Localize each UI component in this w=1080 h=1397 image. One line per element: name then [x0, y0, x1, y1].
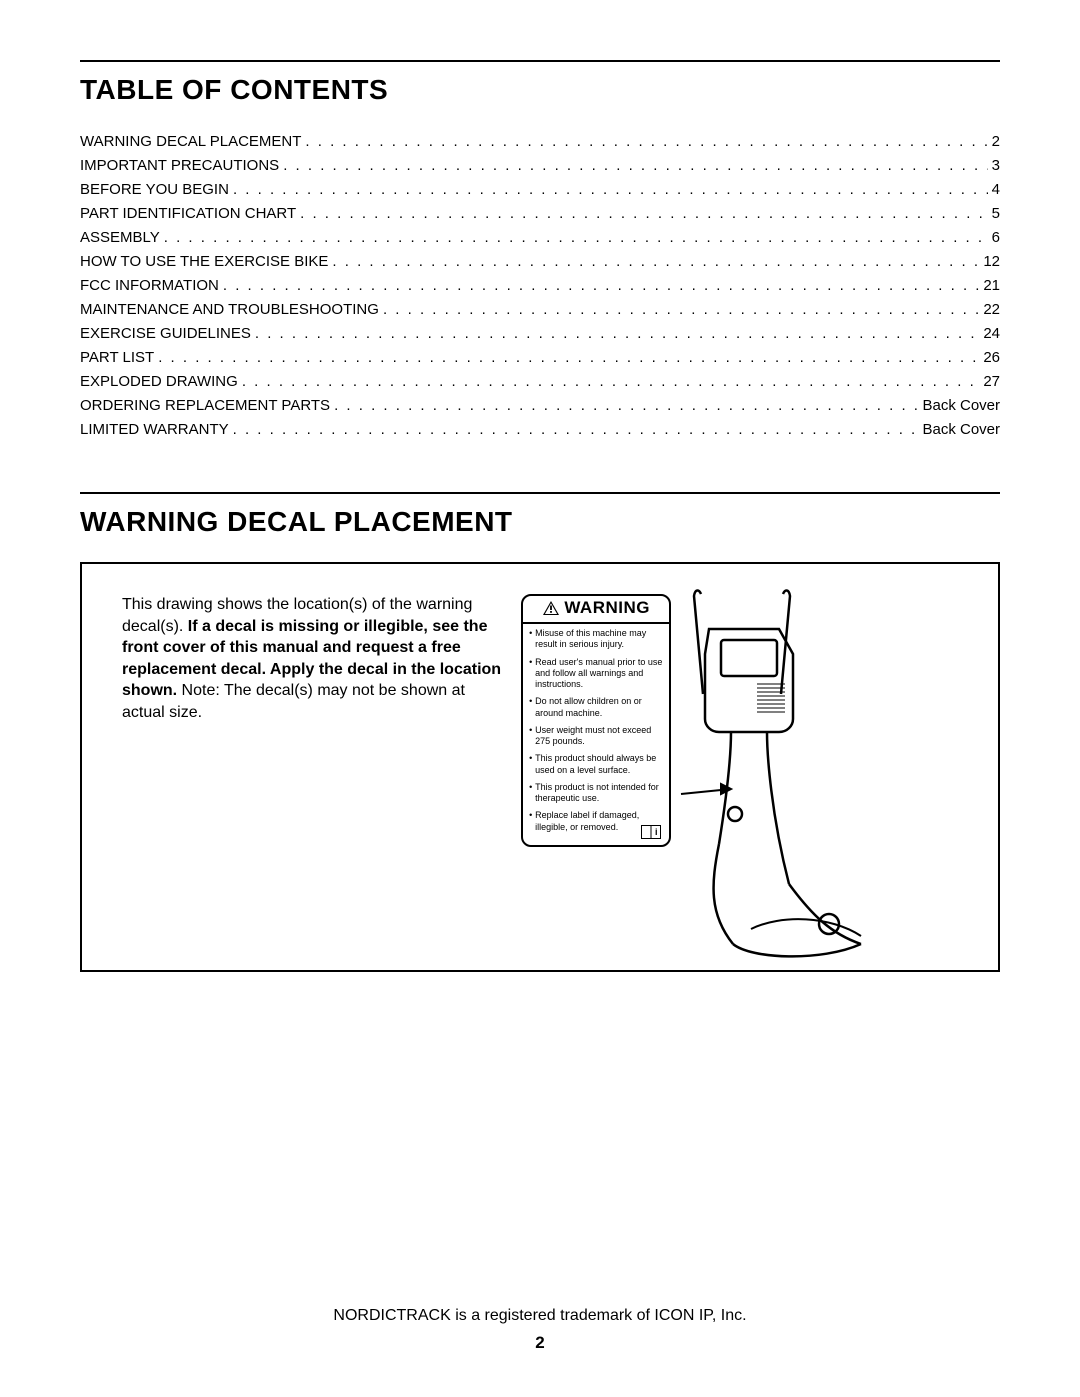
warning-title: WARNING DECAL PLACEMENT [80, 506, 1000, 538]
toc-dots [334, 394, 918, 418]
rule-toc-top [80, 60, 1000, 62]
svg-text:i: i [655, 827, 658, 837]
toc-page: 22 [983, 298, 1000, 322]
toc-row: FCC INFORMATION 21 [80, 274, 1000, 298]
toc-label: PART IDENTIFICATION CHART [80, 202, 296, 226]
exercise-bike-illustration [661, 584, 941, 964]
toc-label: HOW TO USE THE EXERCISE BIKE [80, 250, 328, 274]
footer-trademark: NORDICTRACK is a registered trademark of… [0, 1307, 1080, 1325]
toc-dots [164, 226, 988, 250]
toc-row: EXPLODED DRAWING 27 [80, 370, 1000, 394]
toc-dots [300, 202, 988, 226]
toc-dots [233, 418, 919, 442]
toc-dots [242, 370, 980, 394]
toc-label: WARNING DECAL PLACEMENT [80, 130, 301, 154]
toc-page: 26 [983, 346, 1000, 370]
decal-title: WARNING [564, 598, 650, 618]
decal-item: User weight must not exceed 275 pounds. [529, 725, 663, 748]
toc-label: EXPLODED DRAWING [80, 370, 238, 394]
warning-box: This drawing shows the location(s) of th… [80, 562, 1000, 972]
toc-row: ORDERING REPLACEMENT PARTS Back Cover [80, 394, 1000, 418]
toc-dots [223, 274, 979, 298]
toc-row: EXERCISE GUIDELINES 24 [80, 322, 1000, 346]
toc-row: WARNING DECAL PLACEMENT 2 [80, 130, 1000, 154]
toc-dots [255, 322, 979, 346]
toc-row: HOW TO USE THE EXERCISE BIKE 12 [80, 250, 1000, 274]
decal-item: Misuse of this machine may result in ser… [529, 628, 663, 651]
toc-dots [283, 154, 987, 178]
toc-dots [332, 250, 979, 274]
toc-row: BEFORE YOU BEGIN 4 [80, 178, 1000, 202]
rule-warning-top [80, 492, 1000, 494]
toc-label: PART LIST [80, 346, 154, 370]
decal-list: Misuse of this machine may result in ser… [529, 628, 663, 833]
warning-intro-text: This drawing shows the location(s) of th… [122, 594, 511, 940]
toc-dots [305, 130, 987, 154]
toc-row: MAINTENANCE AND TROUBLESHOOTING 22 [80, 298, 1000, 322]
book-icon: i [641, 825, 661, 839]
toc-title: TABLE OF CONTENTS [80, 74, 1000, 106]
toc-label: ORDERING REPLACEMENT PARTS [80, 394, 330, 418]
decal-item: Read user's manual prior to use and foll… [529, 657, 663, 691]
toc-row: ASSEMBLY 6 [80, 226, 1000, 250]
toc-label: BEFORE YOU BEGIN [80, 178, 229, 202]
decal-header: WARNING [523, 596, 669, 624]
toc-page: 6 [992, 226, 1000, 250]
toc-row: PART LIST 26 [80, 346, 1000, 370]
toc-page: Back Cover [922, 418, 1000, 442]
toc-list: WARNING DECAL PLACEMENT 2 IMPORTANT PREC… [80, 130, 1000, 442]
toc-page: 5 [992, 202, 1000, 226]
toc-page: 12 [983, 250, 1000, 274]
toc-page: 2 [992, 130, 1000, 154]
toc-page: 21 [983, 274, 1000, 298]
toc-row: LIMITED WARRANTY Back Cover [80, 418, 1000, 442]
toc-page: 24 [983, 322, 1000, 346]
footer-page-number: 2 [0, 1333, 1080, 1353]
toc-page: 3 [992, 154, 1000, 178]
toc-page: 4 [992, 178, 1000, 202]
toc-dots [233, 178, 988, 202]
toc-label: IMPORTANT PRECAUTIONS [80, 154, 279, 178]
warning-decal: WARNING Misuse of this machine may resul… [521, 594, 671, 847]
decal-item: This product is not intended for therape… [529, 782, 663, 805]
toc-page: 27 [983, 370, 1000, 394]
warning-triangle-icon [542, 600, 560, 616]
toc-label: EXERCISE GUIDELINES [80, 322, 251, 346]
toc-row: IMPORTANT PRECAUTIONS 3 [80, 154, 1000, 178]
toc-label: ASSEMBLY [80, 226, 160, 250]
toc-dots [383, 298, 979, 322]
toc-label: FCC INFORMATION [80, 274, 219, 298]
warning-diagram: WARNING Misuse of this machine may resul… [511, 594, 968, 940]
toc-label: LIMITED WARRANTY [80, 418, 229, 442]
toc-label: MAINTENANCE AND TROUBLESHOOTING [80, 298, 379, 322]
decal-item: Do not allow children on or around machi… [529, 696, 663, 719]
manual-page: TABLE OF CONTENTS WARNING DECAL PLACEMEN… [0, 0, 1080, 1397]
toc-dots [158, 346, 979, 370]
toc-row: PART IDENTIFICATION CHART 5 [80, 202, 1000, 226]
decal-item: This product should always be used on a … [529, 753, 663, 776]
toc-page: Back Cover [922, 394, 1000, 418]
